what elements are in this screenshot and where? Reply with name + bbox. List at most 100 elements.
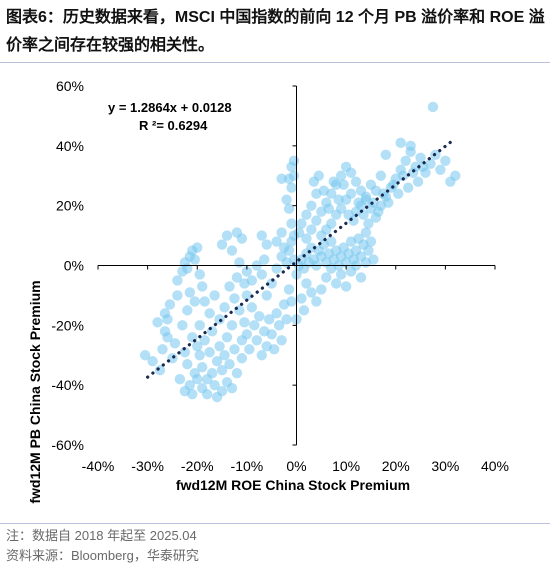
x-tick-label: 20%	[382, 458, 410, 474]
data-point	[241, 266, 253, 277]
trendline-path	[146, 140, 452, 379]
data-point	[383, 197, 394, 208]
data-point	[301, 278, 312, 289]
axes	[97, 85, 496, 446]
data-point	[417, 161, 429, 172]
data-point	[234, 257, 245, 268]
data-point	[353, 197, 364, 208]
data-point	[216, 239, 228, 250]
data-point	[224, 359, 235, 370]
data-point	[241, 290, 253, 301]
data-point	[311, 296, 322, 307]
data-point	[147, 356, 158, 367]
data-point	[340, 194, 352, 205]
data-point	[169, 338, 181, 349]
y-axis-title: fwd12M PB China Stock Premium	[27, 280, 43, 503]
y-tick-label: -20%	[51, 317, 84, 333]
data-point	[440, 155, 451, 166]
data-point	[360, 227, 372, 238]
data-point	[229, 344, 240, 355]
data-point	[266, 278, 277, 289]
data-point	[281, 194, 292, 205]
data-point	[221, 230, 233, 241]
data-point	[365, 179, 377, 190]
data-point	[244, 344, 255, 355]
y-tick-label: -40%	[51, 377, 84, 393]
data-point	[199, 335, 210, 346]
data-point	[331, 278, 342, 289]
r-squared-label: R ²= 0.6294	[139, 118, 208, 133]
data-point	[293, 227, 305, 238]
data-point	[283, 203, 295, 214]
data-point	[224, 281, 235, 292]
data-point	[231, 368, 243, 379]
data-point	[184, 287, 196, 298]
data-point	[301, 233, 312, 244]
data-point	[402, 182, 414, 193]
tick-labels: -40% -30% -20% -10% 0% 10% 20% 30% 40% -60% -40% -2…	[51, 78, 509, 474]
data-point	[271, 308, 282, 319]
data-point	[264, 314, 275, 325]
data-point	[206, 368, 218, 379]
data-point	[395, 137, 406, 149]
data-point	[211, 356, 223, 367]
data-point	[400, 155, 411, 166]
data-point	[204, 308, 215, 319]
data-point	[380, 149, 392, 161]
data-point	[281, 314, 292, 325]
data-point	[219, 302, 230, 313]
x-tick-label: 40%	[481, 458, 509, 474]
data-point	[241, 329, 253, 340]
data-point	[326, 236, 337, 247]
data-point	[323, 203, 334, 214]
data-point	[206, 326, 218, 337]
data-point	[333, 194, 344, 205]
data-point	[363, 245, 374, 256]
data-point	[286, 296, 297, 307]
data-point	[251, 335, 262, 346]
x-tick-label: -20%	[181, 458, 214, 474]
data-point	[335, 269, 347, 280]
x-tick-label: -30%	[131, 458, 164, 474]
data-point	[358, 209, 369, 220]
data-point	[204, 347, 215, 358]
data-point	[209, 379, 220, 391]
y-tick-label: 60%	[56, 78, 84, 94]
trendline	[146, 140, 452, 379]
data-point	[201, 388, 213, 400]
data-point	[338, 179, 349, 190]
data-point	[450, 170, 461, 181]
data-point	[231, 272, 243, 283]
data-point	[154, 365, 166, 376]
data-point	[335, 170, 347, 181]
data-point	[197, 281, 208, 292]
data-point	[192, 373, 203, 385]
data-point	[189, 254, 200, 265]
regression-equation: y = 1.2864x + 0.0128	[108, 100, 232, 115]
data-point	[266, 329, 277, 340]
data-point	[239, 317, 250, 328]
data-point	[286, 182, 297, 193]
data-point	[407, 167, 419, 178]
data-point	[283, 245, 295, 256]
data-point	[397, 170, 409, 181]
data-point	[393, 188, 404, 199]
data-point	[388, 179, 399, 190]
y-tick-label: 0%	[64, 258, 84, 274]
data-point	[182, 305, 193, 316]
data-point	[246, 275, 258, 286]
data-point	[261, 290, 272, 301]
data-point	[373, 206, 384, 217]
data-point	[182, 359, 193, 370]
data-point	[194, 350, 205, 361]
data-point	[226, 320, 238, 331]
data-point	[306, 287, 317, 298]
y-tick-label: 40%	[56, 138, 84, 154]
data-point	[157, 344, 168, 355]
data-point	[268, 344, 280, 355]
data-point	[194, 269, 205, 280]
data-point	[296, 293, 307, 304]
data-point	[326, 263, 337, 274]
footnote-note: 注：数据自 2018 年起至 2025.04	[6, 528, 197, 543]
data-point	[189, 296, 200, 307]
